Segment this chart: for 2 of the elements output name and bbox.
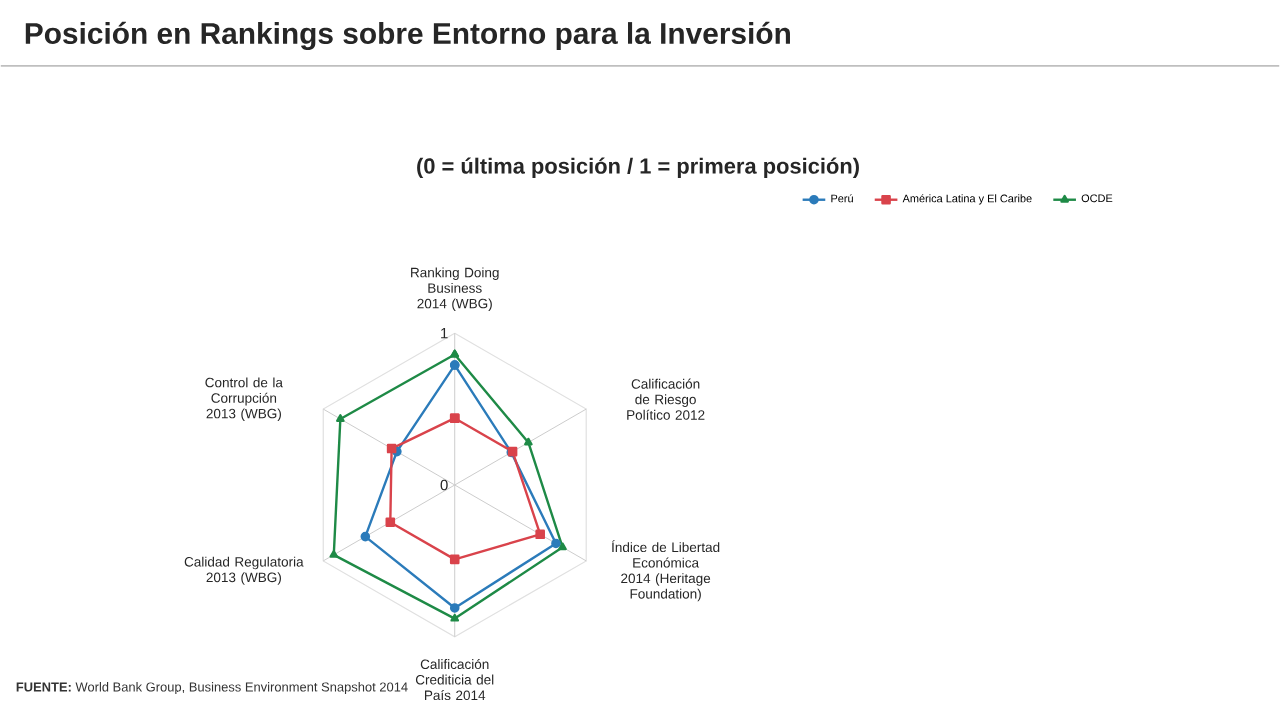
chart-subtitle: (0 = última posición / 1 = primera posición) (417, 157, 859, 179)
chart-title: Posición en Rankings sobre Entorno para la Inversión (25, 22, 790, 51)
